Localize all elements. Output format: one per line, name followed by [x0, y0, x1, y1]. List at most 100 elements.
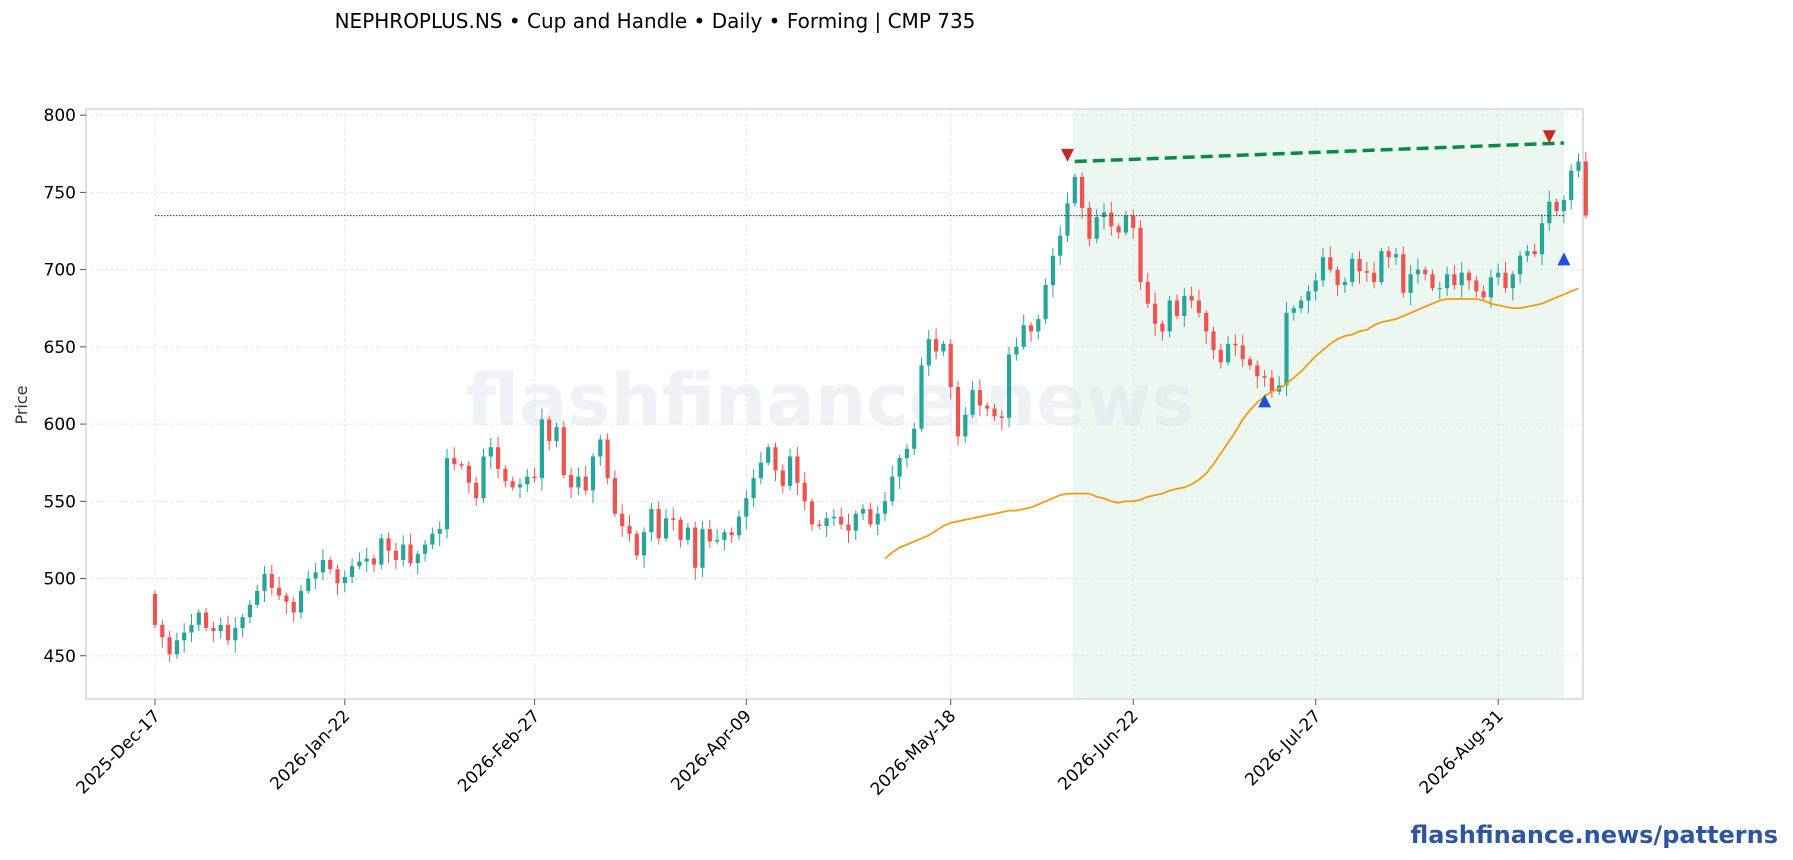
candle-body [656, 509, 661, 539]
candle-body [809, 501, 815, 525]
candle-body [240, 617, 245, 628]
candle-body [1372, 272, 1377, 282]
candle-body [1036, 319, 1041, 332]
candle-body [1466, 272, 1472, 281]
candle-body [831, 516, 836, 519]
candle-body [255, 590, 260, 605]
candle-body [1401, 254, 1406, 293]
candle-body [1269, 377, 1274, 392]
candle-body [1474, 280, 1479, 292]
candle-body [218, 624, 223, 632]
candle-body [707, 529, 712, 542]
candle-body [262, 573, 267, 591]
candle-body [985, 405, 990, 409]
candle-body [919, 365, 924, 429]
candle-body [291, 601, 296, 613]
candle-body [1072, 176, 1077, 204]
candle-body [992, 408, 997, 417]
candle-body [247, 604, 252, 618]
candle-body [1153, 303, 1158, 324]
candle-body [1021, 325, 1026, 347]
candle-body [1284, 312, 1289, 386]
candle-body [189, 624, 194, 633]
y-tick-label: 700 [44, 261, 76, 281]
candle-body [817, 524, 822, 527]
candle-body [1043, 285, 1048, 320]
candle-body [598, 439, 603, 457]
candle-body [1182, 295, 1187, 316]
candle-body [649, 509, 654, 533]
down-triangle-marker [1061, 148, 1074, 162]
candle-body [693, 527, 698, 568]
candle-body [897, 458, 902, 477]
candle-body [532, 476, 537, 479]
candle-body [773, 447, 778, 471]
candle-body [357, 561, 362, 567]
candle-body [685, 527, 690, 540]
candle-body [1415, 269, 1420, 275]
candle-body [1218, 349, 1223, 363]
candle-body [1116, 226, 1121, 233]
y-tick-label: 500 [44, 570, 76, 590]
candle-body [196, 612, 201, 625]
footer-brand-link[interactable]: flashfinance.news/patterns [1410, 821, 1778, 849]
candle-body [466, 465, 471, 483]
candle-body [554, 427, 559, 442]
x-tick-label: 2026-Aug-31 [1416, 706, 1508, 798]
candle-body [1554, 201, 1559, 211]
candle-body [1423, 269, 1428, 275]
candle-body [744, 498, 749, 517]
candle-body [941, 343, 946, 352]
markers-layer [1061, 130, 1571, 408]
candle-body [1496, 272, 1501, 278]
candle-body [510, 481, 515, 488]
candle-body [1306, 291, 1311, 301]
candle-body [1481, 291, 1486, 298]
candle-body [788, 456, 793, 486]
candle-body [517, 484, 523, 488]
candle-body [174, 640, 179, 655]
candle-body [1014, 346, 1019, 355]
candle-body [1525, 251, 1530, 256]
candle-body [977, 390, 982, 406]
candle-body [452, 458, 457, 465]
down-triangle-marker [1542, 130, 1556, 144]
candle-body [963, 414, 968, 437]
candle-body [430, 533, 435, 545]
candle-body [751, 478, 756, 499]
x-tick-label: 2026-Jan-22 [266, 706, 354, 794]
candle-body [766, 447, 771, 463]
candle-body [386, 538, 391, 551]
candle-body [269, 573, 274, 588]
candle-body [1576, 161, 1581, 171]
candle-body [1437, 288, 1442, 290]
candle-body [875, 513, 880, 525]
watermark-text: flashfinance.news [466, 358, 1195, 442]
candle-body [1109, 212, 1114, 227]
y-axis-label: Price [12, 385, 31, 424]
candle-body [306, 578, 311, 591]
candle-body [1233, 343, 1238, 346]
candle-body [1532, 251, 1537, 255]
pattern-zone-layer [1072, 110, 1564, 698]
candle-body [496, 447, 501, 469]
x-tick-label: 2026-Jul-27 [1241, 706, 1325, 790]
pattern-zone [1072, 110, 1564, 698]
candle-body [1138, 227, 1143, 282]
candle-body [583, 476, 588, 491]
candle-body [1247, 359, 1253, 366]
candle-body [839, 516, 844, 525]
candle-body [561, 427, 566, 476]
candle-body [401, 544, 406, 560]
candle-body [1561, 200, 1566, 211]
candle-body [525, 476, 530, 485]
candle-body [1503, 272, 1508, 289]
candle-body [1145, 281, 1150, 304]
watermark-layer: flashfinance.news [466, 358, 1195, 442]
moving-average-line [884, 287, 1579, 560]
candle-body [211, 627, 216, 632]
x-tick-label: 2026-Feb-27 [454, 706, 544, 796]
candle-body [795, 456, 800, 483]
candle-body [955, 387, 961, 437]
candle-body [1569, 170, 1574, 201]
